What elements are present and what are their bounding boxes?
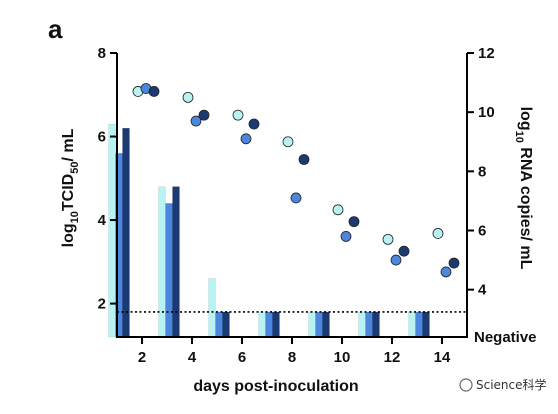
bar-day13-s2 [415,311,423,338]
y-right-tick-label-6: 6 [478,223,486,240]
y-right-axis-title: log10 RNA copies/ mL [513,107,534,270]
y-right-negative-label: Negative [474,329,537,346]
bar-day13-s3 [422,311,430,338]
bar-day1-s1 [108,123,116,338]
y-right-tick-label-10: 10 [478,104,495,121]
bar-day11-s2 [365,311,373,338]
points-layer [132,83,460,278]
x-tick-label-2: 2 [138,349,146,366]
y-right-tick-label-8: 8 [478,163,486,180]
bar-day3-s2 [165,203,173,338]
point-day14-s3 [448,257,460,269]
y-left-tick-label-2: 2 [98,296,106,313]
bar-day9-s3 [322,311,330,338]
y-left-title-sub50: 50 [69,162,81,174]
point-day6-s3 [248,118,260,130]
bar-day5-s1 [208,278,216,338]
y-right-tick-label-12: 12 [478,45,495,62]
point-day4-s1 [182,91,194,103]
point-day14-s2 [440,266,452,278]
y-left-title-log: log [60,223,77,247]
y-right-title-sub10: 10 [513,131,525,143]
y-right-tick-label-4: 4 [478,282,487,299]
point-day10-s1 [332,204,344,216]
wechat-icon [459,378,473,392]
x-tick-label-4: 4 [188,349,197,366]
point-day12-s3 [398,245,410,257]
bar-day1-s3 [122,127,130,338]
y-left-ticks: 2 4 6 8 [98,45,117,313]
bar-day3-s1 [158,186,166,338]
bar-day7-s3 [272,311,280,338]
point-day8-s2 [290,192,302,204]
point-day10-s3 [348,216,360,228]
bar-day9-s1 [308,311,316,338]
bar-day11-s3 [372,311,380,338]
bar-day5-s2 [215,311,223,338]
y-left-title-unit: / mL [60,128,77,161]
watermark: Science科学 [459,377,547,392]
point-day6-s2 [240,133,252,145]
x-tick-label-14: 14 [434,349,451,366]
point-day14-s1 [432,228,444,239]
point-day4-s3 [198,109,210,121]
bar-day13-s1 [408,311,416,338]
bars-layer [108,123,430,338]
point-day4-s2 [190,115,202,127]
point-day2-s3 [148,86,160,97]
bar-day3-s3 [172,186,180,338]
x-tick-label-12: 12 [384,349,401,366]
y-left-tick-label-8: 8 [98,45,106,62]
y-left-axis-title: log10TCID50/ mL [60,128,81,247]
bar-day9-s2 [315,311,323,338]
watermark-text: Science科学 [476,377,547,392]
x-tick-label-8: 8 [288,349,296,366]
panel-label: a [48,14,63,44]
y-left-tick-label-4: 4 [98,212,107,229]
x-ticks: 2 4 6 8 10 12 14 [138,337,451,366]
bar-day7-s2 [265,311,273,338]
y-right-ticks: 4 6 8 10 12 [467,45,495,299]
x-tick-label-10: 10 [334,349,351,366]
bar-day5-s3 [222,311,230,338]
plot-area: 2 4 6 8 4 6 8 10 12 2 4 6 8 10 12 14 [98,45,495,366]
point-day10-s2 [340,231,352,242]
point-day12-s2 [390,254,402,266]
point-day6-s1 [232,109,244,121]
x-tick-label-6: 6 [238,349,246,366]
y-left-title-sub10: 10 [69,211,81,223]
point-day12-s1 [382,233,394,245]
y-right-title-unit: RNA copies/ mL [517,143,534,270]
bar-day7-s1 [258,311,266,338]
y-right-title-log: log [517,107,534,131]
point-day8-s1 [282,136,294,148]
y-left-tick-label-6: 6 [98,129,106,146]
point-day8-s3 [298,154,310,165]
x-axis-title: days post-inoculation [193,378,358,395]
bar-day11-s1 [358,311,366,338]
y-left-title-tcid: TCID [60,174,77,211]
